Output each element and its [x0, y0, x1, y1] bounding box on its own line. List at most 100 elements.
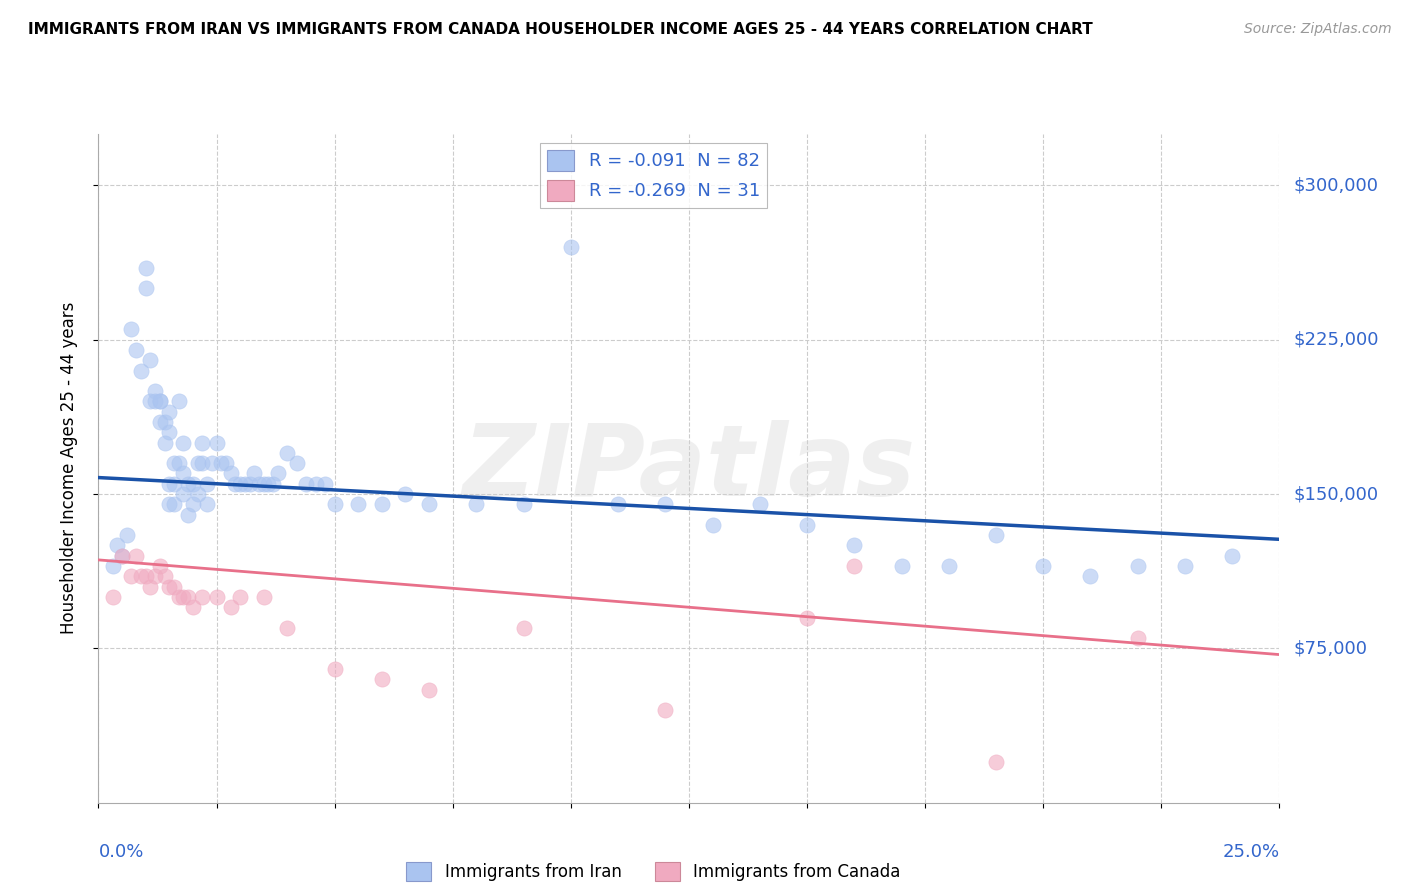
Point	[1220, 549, 1243, 563]
Point	[305, 476, 328, 491]
Point	[177, 590, 200, 604]
Point	[1126, 631, 1149, 645]
Point	[177, 476, 200, 491]
Point	[163, 497, 186, 511]
Point	[323, 497, 346, 511]
Point	[205, 590, 228, 604]
Point	[129, 569, 152, 583]
Point	[394, 487, 416, 501]
Point	[796, 610, 818, 624]
Point	[139, 580, 162, 594]
Point	[149, 559, 172, 574]
Point	[560, 240, 582, 254]
Point	[512, 621, 534, 635]
Point	[796, 517, 818, 532]
Point	[129, 363, 152, 377]
Point	[177, 508, 200, 522]
Point	[844, 559, 866, 574]
Point	[1032, 559, 1054, 574]
Point	[135, 281, 157, 295]
Point	[209, 456, 232, 470]
Point	[267, 467, 290, 481]
Text: $225,000: $225,000	[1294, 331, 1379, 349]
Point	[135, 569, 157, 583]
Point	[654, 497, 676, 511]
Point	[187, 456, 209, 470]
Point	[512, 497, 534, 511]
Point	[418, 497, 440, 511]
Point	[163, 476, 186, 491]
Y-axis label: Householder Income Ages 25 - 44 years: Householder Income Ages 25 - 44 years	[59, 302, 77, 634]
Point	[1080, 569, 1102, 583]
Point	[748, 497, 770, 511]
Point	[153, 569, 176, 583]
Point	[163, 456, 186, 470]
Point	[371, 673, 394, 687]
Point	[702, 517, 724, 532]
Point	[984, 755, 1007, 769]
Point	[101, 590, 124, 604]
Point	[465, 497, 488, 511]
Point	[191, 590, 214, 604]
Point	[111, 549, 134, 563]
Point	[153, 435, 176, 450]
Point	[181, 600, 204, 615]
Point	[253, 590, 276, 604]
Point	[121, 569, 143, 583]
Point	[143, 394, 166, 409]
Point	[219, 467, 242, 481]
Text: IMMIGRANTS FROM IRAN VS IMMIGRANTS FROM CANADA HOUSEHOLDER INCOME AGES 25 - 44 Y: IMMIGRANTS FROM IRAN VS IMMIGRANTS FROM …	[28, 22, 1092, 37]
Point	[262, 476, 284, 491]
Point	[135, 260, 157, 275]
Point	[347, 497, 370, 511]
Point	[1174, 559, 1197, 574]
Point	[1126, 559, 1149, 574]
Point	[157, 405, 180, 419]
Point	[167, 456, 190, 470]
Point	[418, 682, 440, 697]
Point	[187, 487, 209, 501]
Point	[181, 476, 204, 491]
Point	[172, 487, 194, 501]
Point	[938, 559, 960, 574]
Point	[314, 476, 336, 491]
Point	[125, 343, 148, 357]
Point	[101, 559, 124, 574]
Text: 0.0%: 0.0%	[98, 843, 143, 861]
Point	[149, 415, 172, 429]
Point	[276, 446, 298, 460]
Text: $75,000: $75,000	[1294, 640, 1368, 657]
Point	[229, 476, 252, 491]
Point	[201, 456, 224, 470]
Point	[607, 497, 630, 511]
Point	[167, 394, 190, 409]
Point	[191, 435, 214, 450]
Text: Source: ZipAtlas.com: Source: ZipAtlas.com	[1244, 22, 1392, 37]
Point	[157, 497, 180, 511]
Point	[257, 476, 280, 491]
Point	[890, 559, 912, 574]
Point	[139, 353, 162, 368]
Point	[844, 539, 866, 553]
Point	[243, 467, 266, 481]
Point	[215, 456, 238, 470]
Text: 25.0%: 25.0%	[1222, 843, 1279, 861]
Point	[219, 600, 242, 615]
Point	[239, 476, 262, 491]
Point	[111, 549, 134, 563]
Point	[115, 528, 138, 542]
Point	[195, 476, 218, 491]
Point	[121, 322, 143, 336]
Point	[163, 580, 186, 594]
Point	[181, 497, 204, 511]
Point	[172, 590, 194, 604]
Text: $300,000: $300,000	[1294, 177, 1378, 194]
Point	[143, 384, 166, 398]
Point	[295, 476, 318, 491]
Point	[247, 476, 270, 491]
Point	[253, 476, 276, 491]
Point	[224, 476, 246, 491]
Point	[105, 539, 128, 553]
Point	[167, 590, 190, 604]
Point	[139, 394, 162, 409]
